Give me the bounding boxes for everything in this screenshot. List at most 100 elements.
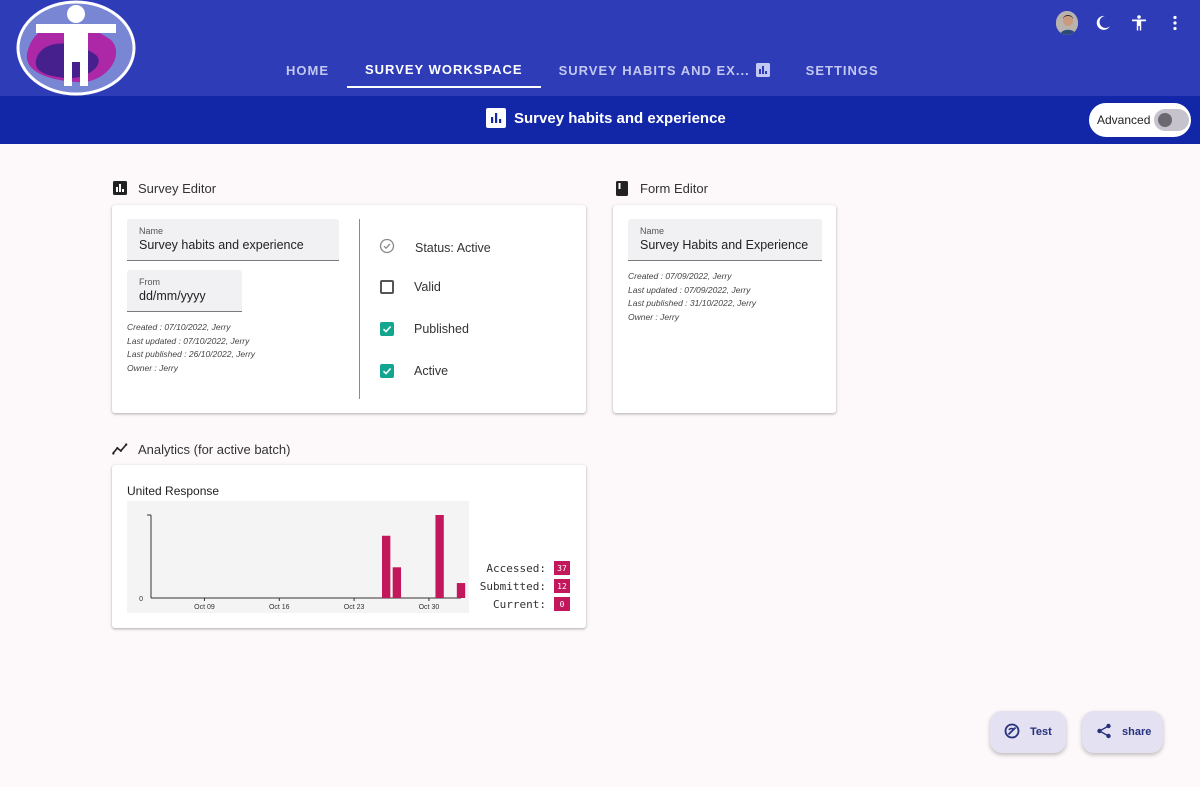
- analytics-card: United Response 0 Oct 09 Oct 16 Oct 23 Oct 3…: [112, 465, 586, 628]
- form-meta-published: Last published : 31/10/2022, Jerry: [628, 298, 757, 308]
- survey-editor-title: Survey Editor: [138, 180, 217, 196]
- share-icon: [1096, 723, 1112, 742]
- insights-icon: [112, 441, 128, 457]
- check-icon: [382, 325, 392, 333]
- chart-area: 0 Oct 09 Oct 16 Oct 23 Oct 30: [127, 501, 469, 613]
- user-avatar-button[interactable]: [1056, 11, 1078, 35]
- book-icon: [614, 180, 630, 196]
- tab-settings[interactable]: SETTINGS: [788, 52, 897, 88]
- form-editor-card: Name Survey Habits and Experience Create…: [613, 205, 836, 413]
- share-label: share: [1122, 726, 1152, 738]
- survey-name-label: Name: [139, 226, 164, 236]
- bar-chart-icon: [112, 180, 128, 196]
- x-tick-label: Oct 30: [419, 604, 440, 611]
- stat-submitted-badge: 12: [554, 579, 570, 593]
- active-label: Active: [414, 364, 449, 378]
- chart-title: United Response: [127, 484, 220, 498]
- analytics-title: Analytics (for active batch): [138, 441, 291, 457]
- bar-chart-icon: [755, 63, 770, 77]
- survey-title-text: Survey habits and experience: [514, 109, 726, 127]
- check-icon: [382, 367, 392, 375]
- switch-knob: [1158, 113, 1173, 127]
- tab-survey-habits-label: SURVEY HABITS AND EX...: [558, 62, 750, 78]
- form-name-label: Name: [640, 226, 665, 236]
- valid-checkbox[interactable]: [380, 280, 394, 294]
- form-meta-created: Created : 07/09/2022, Jerry: [628, 271, 732, 281]
- tab-survey-workspace[interactable]: SURVEY WORKSPACE: [347, 52, 541, 88]
- status-label: Status: Active: [415, 240, 491, 255]
- survey-name-field[interactable]: Name Survey habits and experience: [127, 219, 339, 261]
- y-tick-label: 0: [139, 596, 143, 603]
- stat-current-label: Current:: [493, 597, 546, 611]
- check-circle-icon: [379, 238, 395, 257]
- avatar: [1056, 11, 1078, 35]
- chart-bar: [392, 567, 402, 598]
- analytics-stats: Accessed: 37 Submitted: 12 Current: 0: [480, 559, 570, 613]
- accessibility-icon[interactable]: [1128, 12, 1150, 34]
- survey-title-bar: Survey habits and experience: [0, 96, 1200, 144]
- published-checkbox-row[interactable]: Published: [380, 322, 469, 336]
- tab-survey-workspace-label: SURVEY WORKSPACE: [365, 61, 523, 77]
- more-vert-icon[interactable]: [1164, 12, 1186, 34]
- form-meta-updated: Last updated : 07/09/2022, Jerry: [628, 284, 751, 295]
- stat-current: Current: 0: [480, 595, 570, 613]
- stat-current-badge: 0: [554, 597, 570, 611]
- survey-name-value: Survey habits and experience: [139, 238, 304, 252]
- dark-mode-moon-icon[interactable]: [1092, 12, 1114, 34]
- advanced-toggle[interactable]: Advanced: [1089, 103, 1191, 137]
- form-editor-heading: Form Editor: [614, 180, 708, 196]
- from-date-placeholder: dd/mm/yyyy: [139, 289, 206, 303]
- app-bar: HOME SURVEY WORKSPACE SURVEY HABITS AND …: [0, 0, 1200, 96]
- tab-settings-label: SETTINGS: [805, 62, 879, 78]
- form-meta-owner: Owner : Jerry: [628, 311, 680, 322]
- main-nav: HOME SURVEY WORKSPACE SURVEY HABITS AND …: [268, 52, 897, 96]
- share-button[interactable]: share: [1082, 711, 1163, 753]
- form-editor-title: Form Editor: [640, 180, 708, 196]
- published-checkbox[interactable]: [380, 322, 394, 336]
- vertical-divider: [359, 219, 360, 399]
- survey-meta-published: Last published : 26/10/2022, Jerry: [127, 349, 256, 359]
- form-meta: Created : 07/09/2022, Jerry Last updated…: [628, 270, 756, 324]
- chart-bar: [435, 515, 444, 598]
- survey-editor-heading: Survey Editor: [112, 180, 216, 196]
- stat-accessed-label: Accessed:: [486, 561, 546, 575]
- bar-chart-icon: [486, 108, 506, 128]
- survey-meta: Created : 07/10/2022, Jerry Last updated…: [127, 321, 255, 375]
- valid-label: Valid: [414, 280, 441, 294]
- form-name-value: Survey Habits and Experience: [640, 238, 809, 252]
- x-tick-label: Oct 23: [344, 604, 365, 611]
- form-name-field[interactable]: Name Survey Habits and Experience: [628, 219, 822, 261]
- x-tick-label: Oct 16: [269, 604, 290, 611]
- stat-accessed: Accessed: 37: [480, 559, 570, 577]
- chart-bar: [382, 535, 391, 598]
- response-chart: 0 Oct 09 Oct 16 Oct 23 Oct 30: [139, 514, 466, 611]
- top-right-icons: [1056, 11, 1186, 35]
- stat-accessed-badge: 37: [554, 561, 570, 575]
- survey-editor-card: Name Survey habits and experience From d…: [112, 205, 586, 413]
- status-row: Status: Active: [379, 238, 491, 257]
- x-tick-label: Oct 09: [194, 604, 215, 611]
- app-logo[interactable]: [16, 0, 136, 96]
- test-icon: [1004, 723, 1020, 742]
- tab-home[interactable]: HOME: [268, 52, 347, 88]
- from-date-label: From: [139, 277, 160, 287]
- from-date-field[interactable]: From dd/mm/yyyy: [127, 270, 242, 312]
- chart-bar: [456, 583, 466, 598]
- test-button[interactable]: Test: [990, 711, 1066, 753]
- survey-meta-owner: Owner : Jerry: [127, 362, 179, 373]
- survey-meta-created: Created : 07/10/2022, Jerry: [127, 322, 231, 332]
- active-checkbox[interactable]: [380, 364, 394, 378]
- survey-meta-updated: Last updated : 07/10/2022, Jerry: [127, 335, 250, 346]
- test-label: Test: [1030, 726, 1052, 738]
- analytics-heading: Analytics (for active batch): [112, 441, 290, 457]
- survey-title: Survey habits and experience: [486, 108, 726, 128]
- valid-checkbox-row[interactable]: Valid: [380, 280, 441, 294]
- advanced-switch[interactable]: [1154, 109, 1189, 131]
- advanced-toggle-label: Advanced: [1097, 113, 1151, 127]
- stat-submitted-label: Submitted:: [479, 579, 546, 593]
- stat-submitted: Submitted: 12: [480, 577, 570, 595]
- active-checkbox-row[interactable]: Active: [380, 364, 448, 378]
- tab-survey-habits[interactable]: SURVEY HABITS AND EX...: [541, 52, 788, 88]
- tab-home-label: HOME: [286, 62, 329, 78]
- published-label: Published: [414, 322, 469, 336]
